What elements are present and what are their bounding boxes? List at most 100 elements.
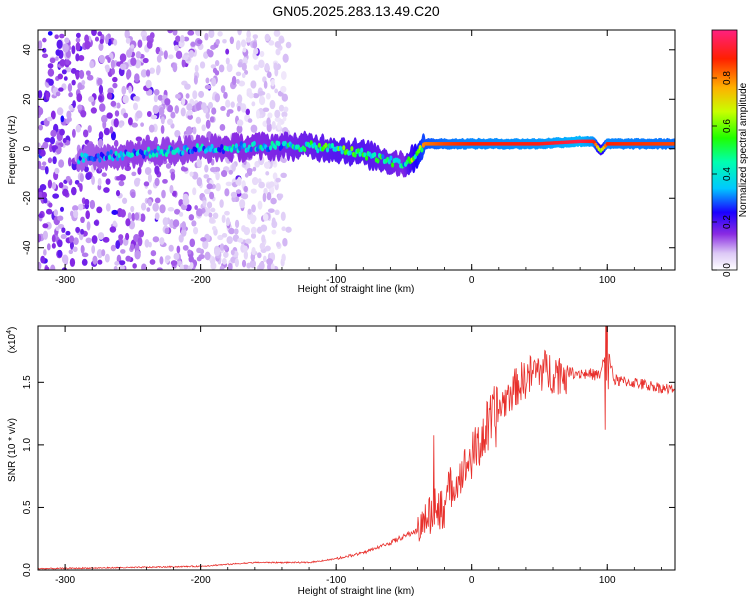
noise-cell: [120, 249, 126, 254]
noise-cell: [101, 172, 107, 177]
noise-cell: [38, 261, 42, 270]
noise-cell: [238, 80, 246, 87]
noise-cell: [262, 213, 269, 222]
noise-cell: [154, 165, 160, 175]
noise-cell: [133, 96, 140, 102]
noise-cell: [257, 252, 262, 259]
ridge-core-cell: [114, 150, 118, 156]
noise-cell: [273, 62, 278, 71]
noise-cell: [98, 84, 104, 95]
ridge-core-cell: [350, 146, 354, 152]
noise-cell: [76, 93, 83, 103]
noise-cell: [201, 102, 207, 111]
noise-cell: [135, 110, 143, 119]
noise-cell: [219, 124, 226, 131]
noise-cell: [50, 264, 56, 270]
noise-cell: [211, 107, 217, 115]
noise-cell: [258, 95, 266, 106]
noise-cell: [148, 241, 152, 248]
noise-cell: [174, 44, 179, 52]
noise-cell: [130, 191, 136, 199]
noise-cell: [214, 70, 220, 76]
noise-cell: [153, 94, 158, 103]
ridge-core-cell: [389, 155, 393, 161]
noise-cell: [58, 182, 64, 189]
noise-cell: [122, 197, 128, 204]
y-tick-label: -20: [22, 191, 33, 206]
noise-cell: [40, 255, 46, 264]
spectrogram-x-axis: -300 -200 -100 0 100: [37, 30, 662, 286]
noise-cell: [250, 124, 258, 133]
noise-cell: [211, 226, 217, 231]
noise-cell: [110, 59, 116, 69]
noise-cell: [44, 266, 50, 270]
noise-cell: [175, 35, 181, 43]
noise-cell: [44, 137, 51, 143]
noise-cell: [203, 212, 209, 217]
noise-cell: [81, 80, 86, 86]
noise-cell: [205, 119, 211, 129]
noise-cell: [82, 129, 89, 138]
noise-cell: [153, 89, 160, 96]
noise-cell: [109, 226, 117, 233]
noise-cell: [285, 41, 292, 49]
noise-cell: [73, 209, 79, 219]
noise-cell: [281, 111, 288, 118]
noise-cell: [111, 209, 119, 215]
noise-cell: [188, 49, 195, 58]
ridge-core-cell: [140, 150, 144, 156]
noise-cell: [178, 234, 184, 243]
colorbar-label: Normalized spectral amplitude: [738, 82, 749, 217]
noise-cell: [81, 252, 89, 258]
noise-cell: [142, 57, 149, 64]
noise-cell: [175, 50, 183, 60]
noise-cell: [146, 111, 152, 117]
noise-cell: [52, 146, 56, 153]
ridge-core-cell: [387, 159, 391, 165]
noise-cell: [169, 184, 174, 194]
noise-cell: [235, 71, 242, 77]
noise-cell: [204, 164, 209, 173]
noise-cell: [207, 50, 214, 58]
snr-series-line: [38, 326, 675, 570]
noise-cell: [135, 136, 143, 142]
noise-cell: [118, 180, 125, 187]
noise-cell: [196, 247, 202, 254]
noise-cell: [38, 90, 43, 99]
ridge-core-cell: [194, 147, 198, 153]
ridge-core-cell: [153, 148, 157, 154]
noise-cell: [186, 103, 193, 111]
noise-cell: [226, 63, 233, 73]
noise-cell: [225, 99, 231, 108]
noise-cell: [125, 218, 131, 227]
noise-cell: [69, 257, 76, 267]
noise-cell: [78, 69, 85, 79]
noise-cell: [239, 199, 246, 209]
noise-cell: [199, 61, 206, 69]
noise-cell: [182, 264, 189, 270]
noise-cell: [144, 166, 152, 175]
colorbar: 0.0 0.2 0.4 0.6 0.8 Normalized spectral ampl…: [711, 29, 749, 277]
noise-cell: [241, 259, 247, 268]
noise-cell: [241, 193, 249, 200]
noise-cell: [48, 202, 53, 208]
noise-cell: [262, 107, 270, 112]
noise-cell: [214, 60, 220, 67]
noise-cell: [38, 107, 44, 116]
noise-cell: [221, 258, 227, 265]
noise-cell: [45, 92, 50, 101]
noise-cell: [97, 259, 103, 265]
noise-cell: [191, 220, 197, 227]
noise-cell: [109, 126, 114, 134]
noise-cell: [237, 105, 241, 112]
ridge-core-cell: [119, 150, 123, 157]
noise-cell: [39, 165, 47, 171]
y-tick-label: 0: [22, 146, 33, 152]
noise-cell: [251, 101, 256, 107]
noise-cell: [97, 138, 104, 148]
noise-cell: [66, 110, 72, 120]
colorbar-tick-label: 0.2: [722, 215, 733, 229]
snr-y-axis: 0.0 0.5 1.0 1.5: [22, 375, 675, 577]
noise-cell: [214, 93, 221, 103]
noise-cell: [38, 213, 43, 219]
